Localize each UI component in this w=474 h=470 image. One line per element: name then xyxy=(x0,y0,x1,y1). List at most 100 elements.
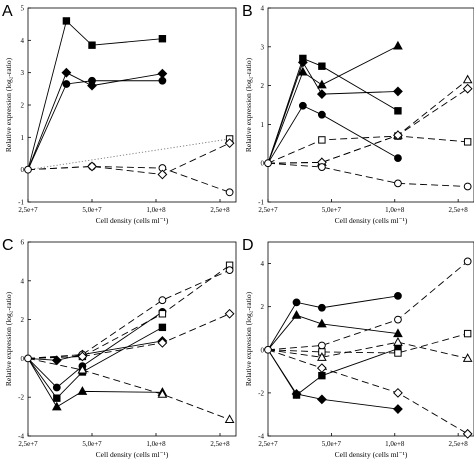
data-point xyxy=(298,66,308,76)
plot-frame xyxy=(27,241,237,437)
series-triangle-filled xyxy=(27,358,168,411)
data-point xyxy=(462,74,473,84)
data-point xyxy=(317,303,326,312)
data-point xyxy=(51,401,62,411)
plot-frame xyxy=(27,7,237,203)
data-point xyxy=(157,68,168,79)
data-point xyxy=(463,138,472,146)
series-square-open xyxy=(267,329,472,357)
series-line xyxy=(27,269,230,359)
x-tick-label: 1,0e+8 xyxy=(146,440,166,448)
data-point xyxy=(157,337,168,348)
series-diamond-filled xyxy=(27,67,168,170)
data-point xyxy=(317,352,327,361)
y-tick-label: 4 xyxy=(21,37,25,45)
y-tick-label: 0 xyxy=(21,166,25,174)
series-line xyxy=(267,349,468,435)
data-point xyxy=(317,318,327,328)
y-tick-label: 4 xyxy=(261,5,265,13)
y-tick-label: 4 xyxy=(261,260,265,268)
x-tick-label: 2,5e+8 xyxy=(448,206,468,214)
series-diamond-filled xyxy=(27,336,168,366)
series-square-filled xyxy=(27,323,167,402)
data-point xyxy=(318,371,326,380)
x-tick-label: 2,5e+7 xyxy=(18,440,38,448)
series-diamond-filled xyxy=(267,57,403,164)
y-axis-title: Relative expression (log₂-ratio) xyxy=(244,291,253,386)
y-axis-title: Relative expression (log₂-ratio) xyxy=(4,291,13,386)
y-axis-title: Relative expression (log₂-ratio) xyxy=(4,57,13,152)
data-point xyxy=(225,266,234,275)
y-tick-label: 3 xyxy=(21,69,25,77)
data-point xyxy=(88,76,96,85)
series-square-filled xyxy=(27,17,167,170)
series-circle-open xyxy=(267,257,472,351)
y-tick-label: 2 xyxy=(21,316,25,324)
series-line xyxy=(27,165,230,193)
series-line xyxy=(267,314,398,351)
series-circle-filled xyxy=(27,307,167,392)
data-point xyxy=(317,110,326,119)
series-line xyxy=(27,357,230,420)
series-triangle-open xyxy=(27,357,235,424)
data-point xyxy=(463,329,472,338)
data-point xyxy=(298,101,307,110)
x-tick-label: 1,0e+8 xyxy=(146,206,166,214)
y-tick-label: -1 xyxy=(258,199,264,207)
series-line xyxy=(27,264,230,359)
data-point xyxy=(318,62,326,70)
y-tick-label: 6 xyxy=(21,239,25,247)
series-line xyxy=(27,313,230,359)
panel-label: C xyxy=(2,237,14,254)
series-line xyxy=(267,162,468,187)
x-tick-label: 5,0e+7 xyxy=(322,206,342,214)
panel-label: A xyxy=(2,3,13,20)
series-triangle-open xyxy=(267,337,473,362)
data-point xyxy=(462,353,473,362)
data-point xyxy=(393,337,403,346)
series-circle-filled xyxy=(27,76,167,170)
data-point xyxy=(463,182,472,191)
origin-point xyxy=(24,354,32,363)
y-tick-label: 4 xyxy=(21,277,25,285)
series-square-filled xyxy=(267,54,402,164)
data-point xyxy=(53,394,61,402)
series-line xyxy=(27,72,163,170)
y-tick-label: -4 xyxy=(18,433,24,441)
x-tick-label: 2,5e+7 xyxy=(258,206,278,214)
data-point xyxy=(88,41,96,49)
data-point xyxy=(462,428,473,439)
y-tick-label: 3 xyxy=(261,43,265,51)
series-line xyxy=(267,105,399,164)
series-diamond-filled xyxy=(267,349,403,414)
data-point xyxy=(316,363,327,374)
origin-point xyxy=(264,159,272,168)
y-tick-label: -2 xyxy=(258,389,264,397)
y-tick-label: -4 xyxy=(258,433,264,441)
panel-a: A -1 0 1 2 3 4 5 2,5e+7 5,0e+7 1,0e+8 2,5e+8 Cell de… xyxy=(2,3,237,225)
data-point xyxy=(394,291,402,300)
x-axis-title: Cell density (cells ml⁻¹) xyxy=(96,216,169,225)
data-point xyxy=(77,351,88,362)
data-point xyxy=(157,389,168,398)
data-point xyxy=(316,394,327,405)
panel-b: B -1 0 1 2 3 4 2,5e+7 5,0e+7 1,0e+8 2,5e+8 Cell den… xyxy=(242,3,474,225)
data-point xyxy=(158,310,167,318)
y-tick-label: -1 xyxy=(18,199,24,207)
data-point xyxy=(61,67,72,78)
data-point xyxy=(317,163,326,171)
y-tick-label: 1 xyxy=(261,121,265,129)
x-tick-label: 2,5e+7 xyxy=(18,206,38,214)
series-diamond-open xyxy=(27,138,235,180)
data-point xyxy=(52,383,61,392)
data-point xyxy=(394,315,402,324)
series-triangle-filled xyxy=(267,310,403,351)
data-point xyxy=(224,308,235,319)
panel-d: D -4 -2 0 2 4 2,5e+7 5,0e+7 1,0e+8 2,5e+8 Cell den… xyxy=(242,237,474,459)
data-point xyxy=(394,107,402,115)
series-square-open xyxy=(27,135,234,171)
x-tick-label: 5,0e+7 xyxy=(322,440,342,448)
series-diamond-open xyxy=(267,349,473,439)
y-tick-label: 5 xyxy=(21,5,25,13)
data-point xyxy=(291,389,302,399)
